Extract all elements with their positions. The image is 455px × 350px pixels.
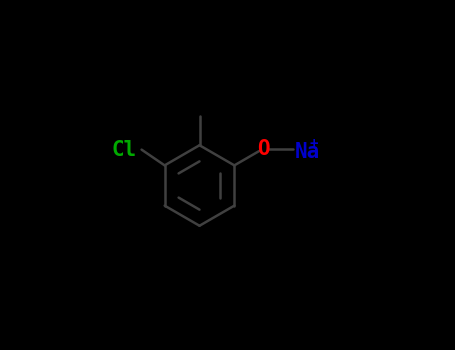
Text: O: O: [257, 139, 269, 159]
Text: Na: Na: [295, 141, 320, 162]
Text: +: +: [309, 137, 318, 151]
Text: Cl: Cl: [111, 140, 136, 160]
